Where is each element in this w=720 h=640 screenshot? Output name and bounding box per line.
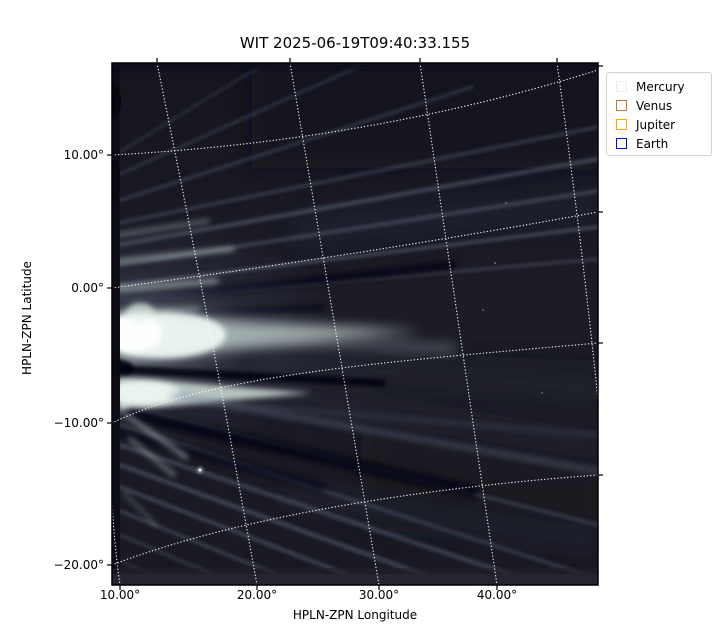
axes-spine xyxy=(111,62,599,586)
legend-item-jupiter: Jupiter xyxy=(607,115,711,134)
streamer-core xyxy=(112,303,457,361)
x-tick-label-20: 20.00° xyxy=(236,588,278,602)
legend: Mercury Venus Jupiter Earth xyxy=(606,72,712,156)
axis-ticks xyxy=(107,58,603,590)
legend-label-earth: Earth xyxy=(636,136,669,151)
y-tick-label-10: 10.00° xyxy=(63,148,104,162)
x-axis-label: HPLN-ZPN Longitude xyxy=(292,608,418,622)
streamer-band-2 xyxy=(112,377,598,475)
dark-lanes-lower xyxy=(112,408,479,498)
y-tick-label-minus20: −20.00° xyxy=(53,558,104,572)
gridline-lon-20 xyxy=(156,63,258,585)
gridline-lon-40 xyxy=(419,63,498,585)
legend-item-venus: Venus xyxy=(607,96,711,115)
plot-title: WIT 2025-06-19T09:40:33.155 xyxy=(239,34,471,52)
point-sources xyxy=(197,202,543,473)
x-tick-label-30: 30.00° xyxy=(358,588,400,602)
gridline-lat-10 xyxy=(112,69,598,156)
image-shading xyxy=(252,63,598,554)
gridline-lon-10 xyxy=(112,499,121,585)
y-tick-label-0: 0.00° xyxy=(71,281,104,295)
legend-item-mercury: Mercury xyxy=(607,77,711,96)
gridline-lat-0 xyxy=(112,211,598,289)
legend-label-venus: Venus xyxy=(636,98,673,113)
coordinate-grid xyxy=(112,63,598,585)
y-axis-label: HPLN-ZPN Latitude xyxy=(20,261,34,375)
legend-label-mercury: Mercury xyxy=(636,79,685,94)
image-edges xyxy=(112,63,598,585)
x-tick-label-10: 10.00° xyxy=(99,588,141,602)
mint-streaks xyxy=(115,219,235,527)
gridline-lon-50 xyxy=(556,63,598,401)
plot-image xyxy=(112,63,598,585)
venus-marker-icon xyxy=(616,100,627,111)
gridline-lon-30 xyxy=(289,63,380,585)
x-tick-label-40: 40.00° xyxy=(476,588,518,602)
jupiter-marker-icon xyxy=(616,119,627,130)
mercury-marker-icon xyxy=(616,81,627,92)
gridline-lat-minus20 xyxy=(112,474,598,566)
earth-marker-icon xyxy=(616,138,627,149)
y-tick-label-minus10: −10.00° xyxy=(53,416,104,430)
legend-label-jupiter: Jupiter xyxy=(636,117,676,132)
legend-item-earth: Earth xyxy=(607,134,711,153)
